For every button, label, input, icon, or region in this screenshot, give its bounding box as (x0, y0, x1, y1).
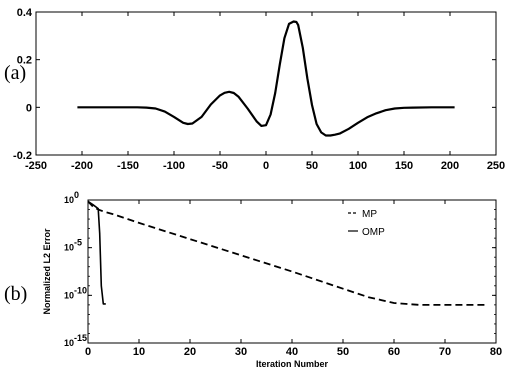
x-tick-label: 50 (306, 160, 318, 172)
y-tick-exponent: -15 (74, 333, 87, 343)
x-tick-label: 50 (337, 346, 349, 358)
y-tick-label: 10 (64, 243, 74, 253)
x-tick-label: -250 (25, 160, 47, 172)
x-tick-label: 80 (490, 346, 502, 358)
y-tick-exponent: -10 (74, 285, 87, 295)
y-tick-exponent: 0 (74, 190, 79, 200)
y-axis-label: Normalized L2 Error (42, 228, 52, 315)
y-tick-label: 10 (64, 338, 74, 348)
x-tick-label: 40 (286, 346, 298, 358)
x-tick-label: 10 (133, 346, 145, 358)
y-tick-label: 0.4 (17, 7, 33, 19)
legend-label-mp: MP (362, 209, 377, 220)
y-tick-label: 10 (64, 195, 74, 205)
y-tick-label: 0.2 (17, 55, 32, 67)
x-tick-label: -200 (71, 160, 93, 172)
y-tick-label: -0.2 (13, 150, 32, 162)
x-tick-label: 70 (439, 346, 451, 358)
x-tick-label: -50 (212, 160, 228, 172)
y-tick-exponent: -5 (74, 238, 82, 248)
x-tick-label: 150 (395, 160, 413, 172)
panel-a-label: (a) (4, 62, 27, 84)
x-tick-label: 30 (235, 346, 247, 358)
y-tick-base: 10 (64, 243, 74, 253)
x-tick-label: 0 (263, 160, 269, 172)
x-axis-label: Iteration Number (256, 359, 329, 369)
x-tick-label: 0 (85, 346, 91, 358)
x-tick-label: -100 (163, 160, 185, 172)
y-tick-label: 0 (26, 102, 32, 114)
wavelet-curve (77, 20, 455, 137)
plot-frame (87, 199, 497, 344)
x-tick-label: 20 (184, 346, 196, 358)
series-line-omp (87, 200, 106, 305)
x-tick-label: 100 (349, 160, 367, 172)
y-tick-label: 10 (64, 290, 74, 300)
legend-label-omp: OMP (362, 227, 385, 238)
panel-b-label: (b) (4, 283, 28, 305)
x-tick-label: -150 (117, 160, 139, 172)
y-tick-base: 10 (64, 338, 74, 348)
y-tick-base: 10 (64, 195, 74, 205)
series-line-mp (87, 200, 486, 306)
x-tick-label: 60 (388, 346, 400, 358)
x-tick-label: 200 (441, 160, 459, 172)
y-tick-base: 10 (64, 290, 74, 300)
x-tick-label: 250 (487, 160, 505, 172)
